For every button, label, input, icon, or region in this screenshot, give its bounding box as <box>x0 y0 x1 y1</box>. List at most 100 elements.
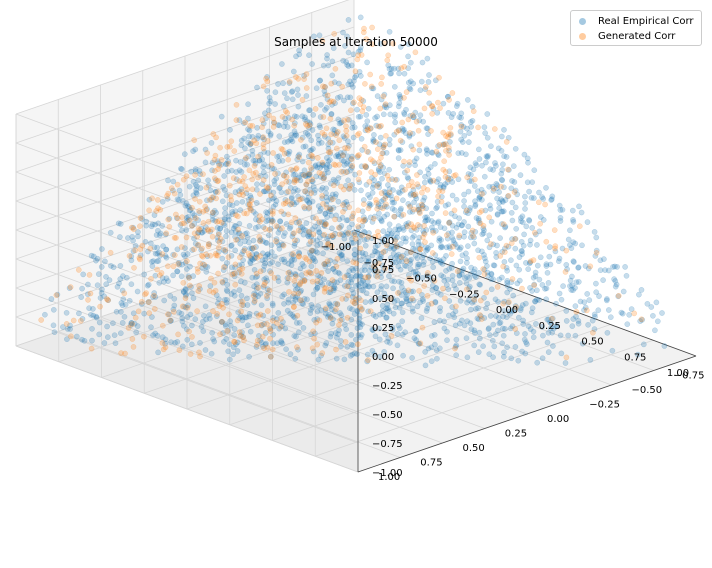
generated-point <box>464 174 471 181</box>
real-point <box>464 318 471 325</box>
real-point <box>270 340 276 347</box>
real-point <box>420 118 427 125</box>
real-point <box>188 284 194 290</box>
real-point <box>297 228 304 235</box>
generated-point <box>352 295 359 302</box>
real-point <box>346 268 353 274</box>
real-point <box>150 332 156 339</box>
generated-point <box>308 270 315 277</box>
real-point <box>157 230 164 237</box>
real-point <box>173 215 180 221</box>
real-point <box>467 320 474 327</box>
real-point <box>402 262 408 269</box>
generated-point <box>151 292 157 299</box>
real-point <box>480 189 487 196</box>
generated-point <box>196 227 203 233</box>
real-point <box>556 255 563 262</box>
real-point <box>275 274 281 281</box>
real-point <box>175 260 182 266</box>
real-point <box>325 280 332 287</box>
real-point <box>553 323 559 330</box>
real-point <box>233 200 240 206</box>
real-point <box>475 305 481 312</box>
real-point <box>179 166 185 172</box>
generated-point <box>355 341 361 348</box>
real-point <box>593 280 599 287</box>
real-point <box>324 55 330 62</box>
real-point <box>365 255 372 262</box>
real-point <box>236 188 242 194</box>
generated-point <box>247 252 253 259</box>
real-point <box>325 169 331 176</box>
real-point <box>521 231 527 238</box>
real-point <box>182 202 189 209</box>
real-point <box>401 70 408 77</box>
real-point <box>290 253 297 260</box>
real-point <box>462 275 468 281</box>
real-point <box>369 184 376 191</box>
generated-point <box>167 317 173 324</box>
real-point <box>565 236 572 243</box>
series-real-points <box>42 14 668 369</box>
real-point <box>476 156 483 162</box>
real-point <box>322 263 329 270</box>
real-point <box>398 300 405 307</box>
real-point <box>294 285 301 292</box>
generated-point <box>141 333 147 340</box>
generated-point <box>225 254 232 261</box>
real-point <box>249 134 256 140</box>
real-point <box>282 115 288 122</box>
generated-point <box>217 144 223 151</box>
real-point <box>575 318 582 324</box>
x-tick-label: −1.00 <box>321 242 352 253</box>
real-point <box>230 270 237 277</box>
generated-point <box>424 292 431 299</box>
real-point <box>318 139 325 146</box>
real-point <box>290 313 297 320</box>
real-point <box>471 273 478 279</box>
real-point <box>309 304 316 311</box>
real-point <box>94 255 101 262</box>
real-point <box>300 263 307 270</box>
real-point <box>264 278 270 284</box>
real-point <box>571 259 577 265</box>
real-point <box>266 253 273 259</box>
generated-point <box>139 242 146 249</box>
real-point <box>461 132 468 139</box>
real-point <box>226 356 233 363</box>
real-point <box>90 312 97 319</box>
real-point <box>501 184 507 191</box>
real-point <box>458 115 464 121</box>
real-point <box>297 288 304 295</box>
real-point <box>353 72 360 79</box>
real-point <box>589 317 596 324</box>
real-point <box>491 343 498 350</box>
real-point <box>417 223 423 230</box>
real-point <box>251 266 258 273</box>
real-point <box>428 242 435 249</box>
real-point <box>534 359 541 366</box>
real-point <box>235 309 241 316</box>
real-point <box>247 245 253 252</box>
generated-point <box>341 186 347 193</box>
real-point <box>557 218 564 224</box>
real-point <box>365 308 372 315</box>
real-point <box>267 225 274 232</box>
real-point <box>380 196 387 203</box>
real-point <box>482 130 489 136</box>
real-point <box>539 194 545 200</box>
real-point <box>388 70 395 77</box>
real-point <box>453 352 460 359</box>
real-point <box>343 296 349 302</box>
real-point <box>101 340 108 346</box>
real-point <box>292 282 299 288</box>
real-point <box>379 262 386 269</box>
real-point <box>390 285 396 292</box>
real-point <box>273 198 280 204</box>
real-point <box>476 281 483 288</box>
real-point <box>330 266 337 272</box>
real-point <box>266 197 272 204</box>
generated-point <box>257 238 263 244</box>
real-point <box>493 181 500 187</box>
real-point <box>296 151 303 158</box>
